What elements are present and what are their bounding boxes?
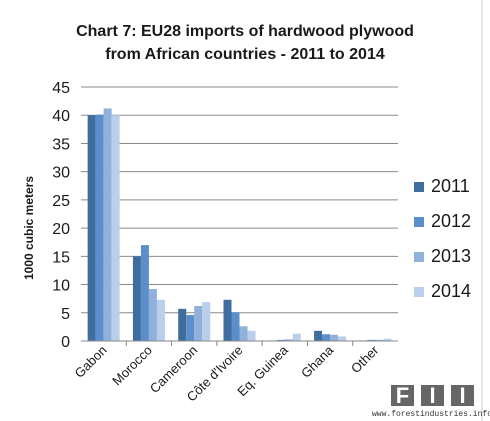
y-axis-label: 1000 cubic meters [22, 176, 36, 280]
bar [194, 306, 203, 341]
bar [111, 115, 120, 341]
bar [247, 330, 256, 341]
bar [223, 299, 232, 341]
y-tick-label: 40 [52, 108, 70, 125]
logo-box-f [391, 385, 414, 406]
bar [314, 330, 323, 341]
bar [292, 333, 301, 341]
chart-title-line-2: from African countries - 2011 to 2014 [105, 46, 385, 63]
y-tick-labels: 0 5 10 15 20 25 30 35 40 45 [52, 80, 70, 351]
bar [140, 245, 149, 341]
logo-url: www.forestindustries.info [372, 410, 490, 419]
bar [330, 334, 339, 341]
watermark-logo: F I I www.forestindustries.info [372, 383, 490, 419]
bar [375, 339, 384, 341]
logo-letter-i-1: I [429, 383, 435, 408]
bar [202, 302, 211, 341]
bar [132, 256, 141, 341]
bar [231, 312, 240, 341]
bar [322, 334, 331, 341]
legend-label: 2012 [431, 211, 471, 231]
logo-box-i-2 [451, 385, 474, 406]
legend-swatch [414, 217, 424, 227]
legend-swatch [414, 287, 424, 297]
y-tick-label: 0 [61, 334, 70, 351]
y-tick-label: 45 [52, 80, 70, 97]
bar [95, 114, 104, 341]
y-tick-label: 30 [52, 165, 70, 182]
chart-title-line-1: Chart 7: EU28 imports of hardwood plywoo… [76, 23, 414, 40]
bar [148, 289, 157, 341]
bar [103, 108, 112, 342]
bar [178, 308, 187, 341]
legend-label: 2011 [431, 176, 470, 196]
y-tick-label: 20 [52, 221, 70, 238]
bar [276, 339, 285, 341]
y-tick-label: 15 [52, 249, 70, 266]
y-tick-label: 25 [52, 193, 70, 210]
bar [186, 315, 195, 341]
legend-swatch [414, 182, 424, 192]
bar [156, 299, 165, 341]
bar [87, 115, 96, 341]
logo-letter-f: F [396, 383, 409, 408]
logo-letter-i-2: I [459, 383, 465, 408]
bars [87, 108, 392, 346]
legend-swatch [414, 252, 424, 262]
bar [367, 339, 376, 341]
y-tick-label: 35 [52, 136, 70, 153]
y-tick-label: 10 [52, 278, 70, 295]
bar [383, 338, 392, 341]
bar [284, 339, 293, 341]
bar [239, 326, 248, 341]
legend: 2011 2012 2013 2014 [414, 176, 471, 301]
legend-label: 2013 [431, 246, 471, 266]
logo-box-i-1 [421, 385, 444, 406]
y-tick-label: 5 [61, 306, 70, 323]
legend-label: 2014 [431, 281, 471, 301]
bar [338, 336, 347, 341]
